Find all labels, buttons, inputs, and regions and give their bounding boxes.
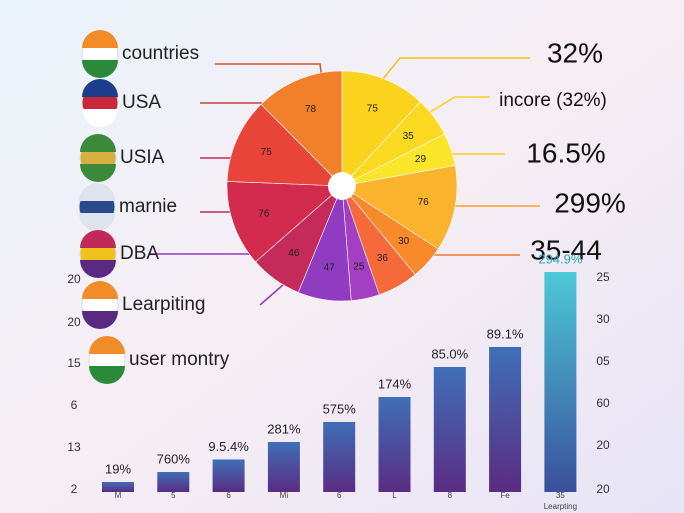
legend-item: countries bbox=[81, 30, 199, 78]
x-tick-label: 8 bbox=[448, 491, 453, 500]
x-tick-label: 35 bbox=[556, 491, 565, 500]
bar-value-label: 9.5.4% bbox=[208, 439, 249, 454]
flag bbox=[80, 134, 116, 152]
bar-value-label: 174% bbox=[378, 376, 412, 391]
legend-label: USIA bbox=[120, 147, 165, 168]
flag bbox=[82, 311, 118, 329]
left-axis-label: 15 bbox=[67, 356, 81, 370]
callout: 299% bbox=[554, 187, 626, 218]
flag bbox=[82, 30, 118, 48]
left-axis-label: 13 bbox=[67, 440, 81, 454]
pie-slice bbox=[226, 103, 343, 187]
flag bbox=[79, 183, 115, 201]
left-axis-label: 6 bbox=[71, 398, 78, 412]
legend-label: DBA bbox=[120, 243, 159, 264]
legend-item: USA bbox=[81, 79, 161, 127]
bar bbox=[267, 442, 300, 492]
pie-slice bbox=[341, 165, 458, 250]
slice-label: 75 bbox=[367, 104, 379, 115]
bar bbox=[489, 347, 522, 492]
slice-label: 76 bbox=[258, 208, 270, 219]
slice-label: 75 bbox=[261, 147, 273, 158]
right-axis-label: 25 bbox=[596, 270, 610, 284]
callout: incore (32%) bbox=[499, 90, 607, 111]
bar bbox=[157, 472, 190, 492]
x-tick-label: L bbox=[392, 491, 397, 500]
bar bbox=[323, 422, 356, 492]
pie-slice bbox=[341, 70, 421, 187]
flag bbox=[82, 281, 118, 299]
legend-item: Learpiting bbox=[81, 281, 205, 329]
callout: 16.5% bbox=[526, 137, 605, 168]
left-axis-label: 2 bbox=[71, 482, 78, 496]
flag bbox=[80, 260, 116, 278]
bar-value-label: 575% bbox=[323, 401, 357, 416]
bar bbox=[212, 459, 245, 492]
x-tick-label: Fe bbox=[500, 491, 510, 500]
slice-label: 25 bbox=[353, 262, 365, 273]
x-axis-label: Learpting bbox=[544, 502, 577, 511]
legend-item: marnie bbox=[78, 183, 177, 231]
bar-value-label: 281% bbox=[267, 421, 301, 436]
pie-slice bbox=[226, 181, 343, 263]
callout: 32% bbox=[547, 37, 603, 68]
legend-label: USA bbox=[122, 92, 161, 113]
bar bbox=[378, 397, 411, 492]
legend-item: user montry bbox=[88, 336, 230, 384]
bar-value-label: 294.9% bbox=[538, 251, 583, 266]
right-axis-label: 05 bbox=[596, 354, 610, 368]
x-tick-label: 6 bbox=[226, 491, 231, 500]
slice-label: 36 bbox=[377, 253, 389, 264]
bar-value-label: 85.0% bbox=[431, 346, 468, 361]
right-axis-label: 60 bbox=[596, 396, 610, 410]
right-axis-label: 20 bbox=[596, 482, 610, 496]
legend-label: Learpiting bbox=[122, 294, 205, 315]
bar-value-label: 89.1% bbox=[487, 326, 524, 341]
slice-label: 46 bbox=[288, 248, 300, 259]
flag bbox=[80, 164, 116, 182]
x-tick-label: 5 bbox=[171, 491, 176, 500]
bar-value-label: 19% bbox=[105, 461, 131, 476]
left-axis-label: 20 bbox=[67, 272, 81, 286]
x-tick-label: Mi bbox=[280, 491, 289, 500]
flag bbox=[79, 213, 115, 231]
callout: 35-44 bbox=[530, 234, 602, 265]
legend-label: countries bbox=[122, 43, 199, 64]
flag bbox=[89, 366, 125, 384]
pie-slice bbox=[260, 70, 343, 187]
bar-value-label: 760% bbox=[157, 451, 191, 466]
pie-hole bbox=[328, 172, 356, 200]
legend-item: DBA bbox=[79, 230, 159, 278]
bar bbox=[544, 272, 577, 492]
x-tick-label: M bbox=[115, 491, 122, 500]
legend-item: USIA bbox=[79, 134, 165, 182]
right-axis-label: 20 bbox=[596, 438, 610, 452]
flag bbox=[80, 230, 116, 248]
flag bbox=[89, 336, 125, 354]
x-tick-label: 6 bbox=[337, 491, 342, 500]
slice-label: 30 bbox=[398, 236, 410, 247]
right-axis-label: 30 bbox=[596, 312, 610, 326]
slice-label: 29 bbox=[415, 154, 427, 165]
bar bbox=[102, 482, 134, 492]
flag bbox=[82, 60, 118, 78]
slice-label: 78 bbox=[305, 104, 317, 115]
slice-label: 47 bbox=[324, 262, 336, 273]
flag bbox=[82, 79, 118, 97]
slice-label: 35 bbox=[403, 131, 415, 142]
legend-label: user montry bbox=[129, 349, 230, 370]
left-axis-label: 20 bbox=[67, 315, 81, 329]
bar bbox=[433, 367, 466, 492]
slice-label: 76 bbox=[418, 197, 430, 208]
legend-label: marnie bbox=[119, 196, 177, 217]
flag bbox=[82, 109, 118, 127]
